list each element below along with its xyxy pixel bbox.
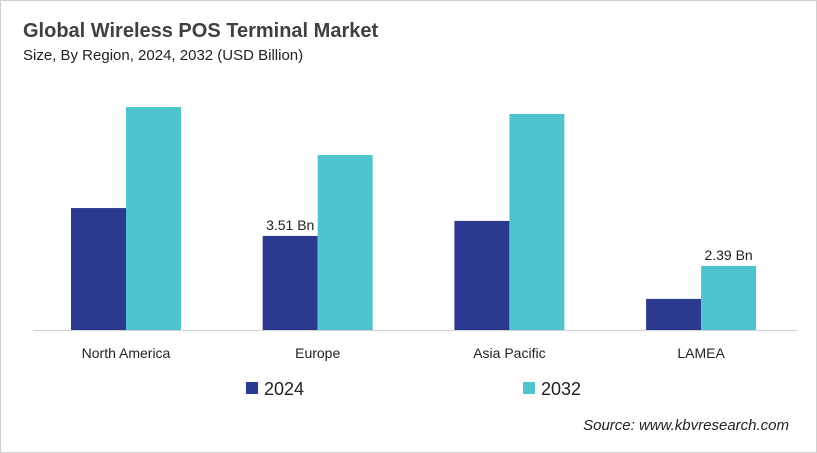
category-label: Europe bbox=[295, 345, 340, 361]
legend-label-2024: 2024 bbox=[264, 379, 304, 399]
bar-2024-north-america bbox=[71, 208, 126, 330]
chart-title: Global Wireless POS Terminal Market bbox=[23, 20, 379, 42]
bar-2032-lamea bbox=[701, 265, 757, 330]
category-label: North America bbox=[82, 345, 171, 361]
bar-2024-lamea bbox=[646, 298, 702, 330]
chart-subtitle: Size, By Region, 2024, 2032 (USD Billion… bbox=[23, 47, 304, 64]
bar-2032-north-america bbox=[126, 107, 181, 330]
category-label: LAMEA bbox=[677, 345, 725, 361]
source-note: Source: www.kbvresearch.com bbox=[583, 417, 789, 434]
legend-swatch-2032 bbox=[523, 382, 535, 394]
legend-label-2032: 2032 bbox=[541, 379, 581, 399]
bar-2032-europe bbox=[317, 154, 373, 330]
bar-2032-asia-pacific bbox=[509, 113, 565, 330]
data-label: 3.51 Bn bbox=[266, 217, 314, 233]
data-label: 2.39 Bn bbox=[704, 247, 752, 263]
bar-2024-asia-pacific bbox=[454, 220, 510, 330]
bar-2024-europe bbox=[262, 235, 318, 330]
category-label: Asia Pacific bbox=[473, 345, 545, 361]
legend-swatch-2024 bbox=[246, 382, 258, 394]
